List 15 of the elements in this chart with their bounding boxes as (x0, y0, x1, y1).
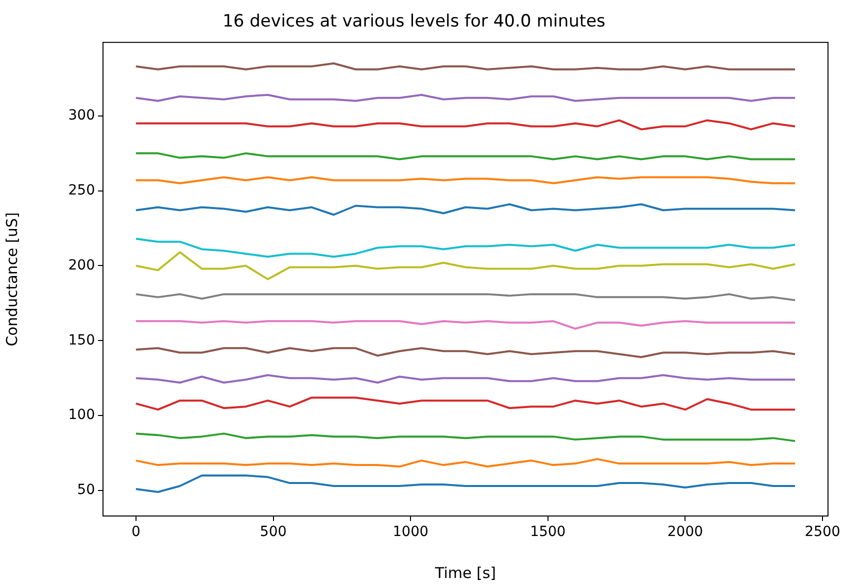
y-tick-label: 300 (68, 107, 95, 124)
y-tick-label: 50 (77, 482, 95, 498)
x-tick-label: 0 (131, 524, 140, 540)
x-tick-label: 1000 (392, 524, 428, 540)
chart-title: 16 devices at various levels for 40.0 minutes (222, 12, 606, 32)
y-tick-label: 100 (68, 407, 95, 424)
x-tick-label: 1500 (530, 524, 566, 540)
y-axis-title: Conductance [uS] (2, 212, 21, 346)
y-tick-label: 200 (68, 257, 95, 274)
y-tick-label: 250 (68, 182, 95, 198)
y-tick-label: 150 (68, 332, 95, 348)
x-tick-label: 2000 (667, 524, 704, 540)
x-axis-title: Time [s] (434, 564, 496, 582)
x-tick-label: 500 (260, 524, 287, 540)
x-tick-label: 2500 (804, 524, 840, 540)
